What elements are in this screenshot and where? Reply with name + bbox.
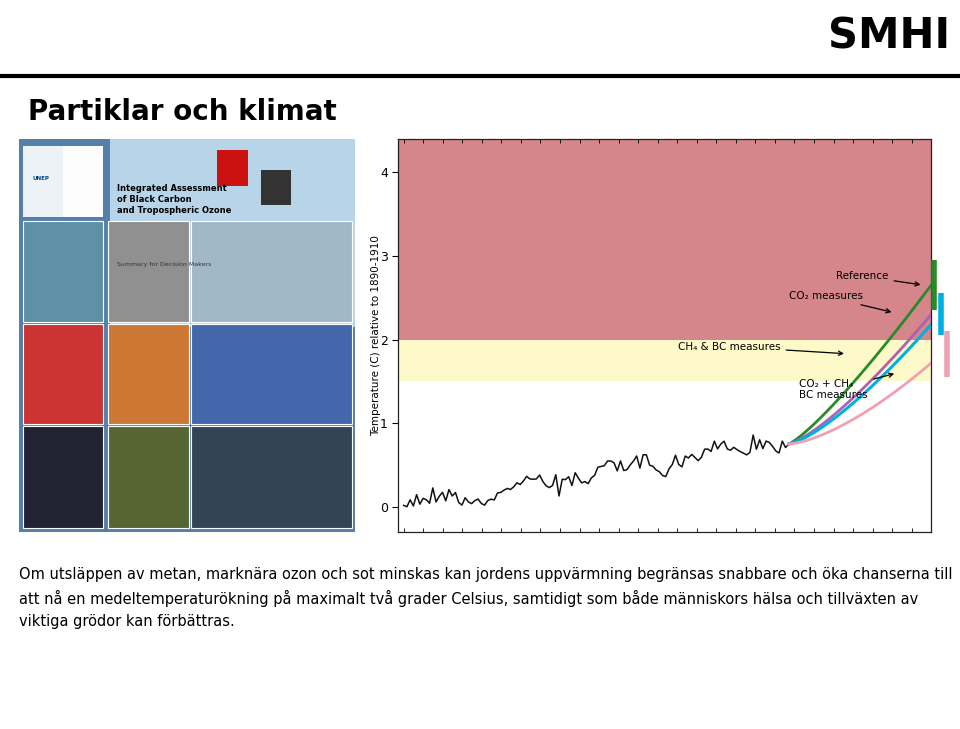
Bar — [108, 221, 189, 321]
Bar — [23, 426, 104, 529]
Bar — [261, 170, 292, 206]
Y-axis label: Temperature (C) relative to 1890-1910: Temperature (C) relative to 1890-1910 — [371, 235, 381, 436]
Bar — [23, 147, 104, 217]
Bar — [398, 340, 931, 381]
Bar — [108, 426, 189, 529]
Bar — [109, 139, 355, 327]
Bar — [23, 221, 104, 321]
Bar — [190, 426, 352, 529]
Bar — [398, 139, 931, 340]
Bar — [217, 150, 248, 186]
Text: Reference: Reference — [836, 271, 919, 286]
Bar — [62, 147, 103, 217]
Bar — [398, 381, 931, 532]
Text: CO₂ measures: CO₂ measures — [789, 292, 890, 313]
Bar — [190, 221, 352, 321]
Text: Partiklar och klimat: Partiklar och klimat — [29, 98, 337, 126]
Text: UNEP: UNEP — [33, 176, 50, 181]
Bar — [108, 324, 189, 424]
Text: Integrated Assessment
of Black Carbon
and Tropospheric Ozone: Integrated Assessment of Black Carbon an… — [117, 184, 231, 215]
Text: Summary for Decision Makers: Summary for Decision Makers — [117, 262, 211, 267]
Bar — [23, 324, 104, 424]
Text: SMHI: SMHI — [828, 15, 950, 57]
Text: Om utsläppen av metan, marknära ozon och sot minskas kan jordens uppvärmning beg: Om utsläppen av metan, marknära ozon och… — [19, 567, 952, 629]
Text: CH₄ & BC measures: CH₄ & BC measures — [678, 342, 843, 355]
Text: CO₂ + CH₄
BC measures: CO₂ + CH₄ BC measures — [800, 373, 893, 400]
Bar — [190, 324, 352, 424]
